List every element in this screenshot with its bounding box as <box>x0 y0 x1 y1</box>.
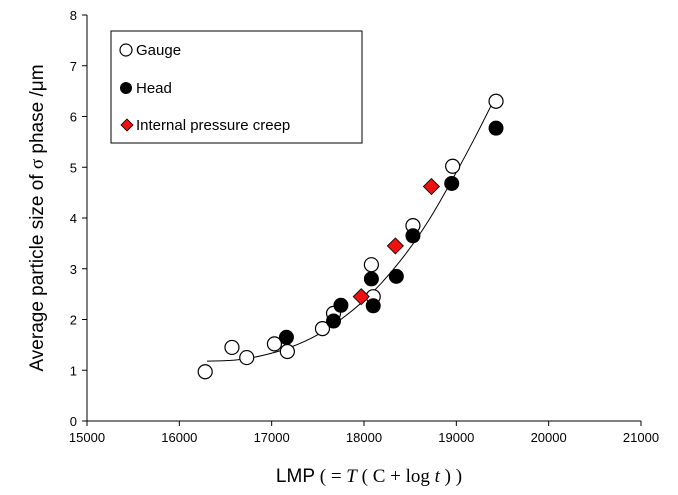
y-tick-label: 4 <box>70 211 77 226</box>
data-point-gauge <box>488 93 504 109</box>
y-axis-label-sigma: σ <box>27 159 48 169</box>
data-point-gauge <box>314 321 331 337</box>
y-tick-label: 5 <box>70 160 77 175</box>
data-point-internal-pressure-creep <box>352 288 370 306</box>
tick-group: 15000 16000 17000 18000 19000 20000 21000 0 1 2 3 4… <box>69 8 659 445</box>
data-point-head <box>363 271 379 287</box>
data-point-head <box>488 120 504 136</box>
legend: Gauge Head Internal pressure creep <box>110 30 363 144</box>
x-axis-label-close: ) ) <box>440 466 462 487</box>
data-point-internal-pressure-creep <box>422 177 440 196</box>
data-point-gauge <box>197 364 213 380</box>
data-point-head <box>333 297 349 313</box>
data-point-gauge <box>445 158 461 174</box>
data-point-head <box>278 329 294 345</box>
data-point-internal-pressure-creep <box>386 237 404 255</box>
data-point-gauge <box>224 339 240 356</box>
y-tick-label: 2 <box>70 313 77 328</box>
legend-label-gauge: Gauge <box>136 42 181 59</box>
y-axis-label-suffix: phase /μm <box>27 64 48 158</box>
x-axis-label-open: ( = <box>315 466 346 487</box>
y-axis-label-prefix: Average particle size of <box>27 169 48 371</box>
y-tick-label: 8 <box>70 8 77 23</box>
y-axis-label: Average particle size of σ phase /μm <box>27 64 48 371</box>
x-tick-label: 21000 <box>623 430 659 445</box>
x-axis-label-t: t <box>435 466 441 487</box>
y-tick-label: 7 <box>70 59 77 74</box>
x-tick-label: 15000 <box>69 430 105 445</box>
data-point-head <box>444 175 460 191</box>
data-point-head <box>388 268 404 284</box>
x-tick-label: 18000 <box>346 430 382 445</box>
data-point-gauge <box>266 336 283 352</box>
data-point-head <box>326 313 342 329</box>
x-axis-label-prefix: LMP <box>276 466 315 487</box>
y-tick-label: 3 <box>70 262 77 277</box>
legend-label-internal-pressure-creep: Internal pressure creep <box>136 117 290 134</box>
legend-marker-internal-pressure-creep <box>120 118 134 132</box>
legend-box <box>110 30 363 144</box>
x-tick-label: 17000 <box>254 430 290 445</box>
data-point-gauge <box>279 343 295 360</box>
data-point-gauge <box>239 349 255 366</box>
x-tick-label: 16000 <box>161 430 197 445</box>
legend-label-head: Head <box>136 80 172 97</box>
y-tick-label: 6 <box>70 110 77 125</box>
x-axis-label: LMP ( = T ( C + log t ) ) <box>276 466 462 487</box>
x-tick-label: 19000 <box>438 430 474 445</box>
data-point-head <box>405 228 421 244</box>
x-tick-label: 20000 <box>531 430 567 445</box>
y-tick-label: 0 <box>70 414 77 429</box>
x-axis-label-mid: ( C + log <box>357 466 435 487</box>
y-tick-label: 1 <box>70 363 77 378</box>
data-point-group <box>197 93 504 380</box>
legend-marker-head <box>120 82 132 94</box>
data-point-gauge <box>363 257 379 273</box>
plot-area: 15000 16000 17000 18000 19000 20000 21000 0 1 2 3 4… <box>69 8 659 445</box>
legend-marker-gauge <box>119 43 133 57</box>
data-point-head <box>365 298 381 314</box>
x-axis-label-T: T <box>346 466 358 487</box>
